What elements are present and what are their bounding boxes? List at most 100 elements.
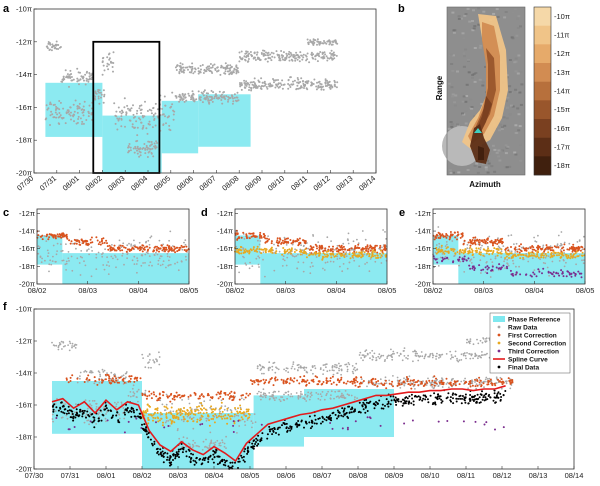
- panel-b-texture: [477, 23, 481, 26]
- panel-a-raw-point: [150, 151, 153, 154]
- panel-c-first-point: [73, 242, 76, 245]
- panel-a-raw-point: [240, 88, 243, 91]
- panel-e-third-point: [549, 271, 552, 274]
- panel-a-raw-point: [133, 151, 136, 154]
- panel-c-first-point: [177, 249, 180, 252]
- panel-e-raw-point: [556, 244, 559, 247]
- panel-b-texture: [473, 80, 477, 83]
- panel-f-raw-point: [427, 355, 430, 358]
- panel-a-raw-point: [335, 86, 338, 89]
- panel-b-texture: [511, 11, 515, 14]
- panel-a-raw-point: [44, 118, 47, 121]
- panel-e-second-point: [522, 256, 525, 259]
- panel-f-raw-point: [120, 403, 123, 405]
- panel-a-raw-point: [275, 79, 278, 82]
- panel-e-second-point: [556, 254, 558, 257]
- panel-c-raw-point: [145, 240, 148, 243]
- panel-a-raw-point: [184, 66, 187, 69]
- panel-f-raw-point: [88, 371, 91, 374]
- panel-a-raw-point: [47, 107, 50, 110]
- panel-f-raw-point: [377, 355, 380, 358]
- panel-a-raw-point: [221, 93, 223, 96]
- panel-e-second-point: [512, 254, 515, 257]
- panel-f-first-point: [497, 378, 499, 381]
- panel-b-colorbar-label: -13π: [554, 68, 570, 77]
- panel-e-third-point: [465, 259, 468, 262]
- panel-e-first-point: [538, 246, 541, 249]
- panel-f-raw-point: [99, 373, 101, 376]
- panel-a-raw-point: [46, 47, 49, 50]
- panel-d-second-point: [322, 252, 325, 255]
- panel-f-second-point: [175, 410, 178, 413]
- panel-e-second-point: [551, 255, 554, 257]
- panel-f-raw-point: [505, 382, 508, 385]
- panel-e-raw-point: [537, 234, 539, 237]
- panel-e-second-point: [506, 252, 509, 255]
- panel-f-raw-point: [123, 417, 126, 420]
- panel-a-raw-point: [129, 149, 132, 152]
- panel-f-raw-point: [122, 407, 125, 409]
- panel-f-third-point: [366, 416, 369, 419]
- panel-d-first-point: [303, 241, 306, 244]
- panel-e-third-point: [463, 255, 466, 258]
- panel-a-raw-point: [297, 82, 300, 85]
- panel-a-raw-point: [279, 59, 282, 62]
- panel-e-second-point: [460, 251, 463, 254]
- panel-a-raw-point: [47, 42, 50, 45]
- panel-a-raw-point: [302, 56, 305, 59]
- panel-e-second-point: [509, 252, 512, 255]
- panel-a-raw-point: [132, 113, 135, 116]
- panel-f-first-point: [71, 374, 74, 377]
- panel-a-raw-point: [77, 79, 80, 82]
- panel-f-raw-point: [213, 442, 215, 444]
- panel-b-texture: [470, 106, 474, 108]
- panel-c-raw-point: [67, 251, 70, 253]
- panel-c-first-point: [111, 248, 114, 251]
- panel-f-raw-point: [188, 443, 191, 446]
- panel-c-raw-point: [131, 259, 134, 262]
- panel-f-first-point: [308, 382, 311, 385]
- panel-f-raw-point: [192, 427, 195, 430]
- panel-f-first-point: [148, 394, 151, 397]
- panel-e-raw-point: [503, 260, 505, 263]
- panel-f-second-point: [236, 410, 239, 413]
- panel-a-raw-point: [331, 53, 334, 56]
- panel-a-raw-point: [330, 49, 333, 52]
- panel-a-raw-point: [316, 60, 319, 63]
- panel-a-phase-reference: [161, 100, 199, 154]
- panel-c-raw-point: [145, 251, 148, 254]
- panel-a-raw-point: [205, 66, 208, 69]
- panel-b-texture: [508, 91, 512, 94]
- panel-a-raw-point: [154, 112, 157, 115]
- panel-f-first-point: [88, 378, 91, 381]
- panel-f-raw-point: [61, 416, 64, 419]
- panel-f-raw-point: [89, 403, 91, 406]
- panel-c-raw-point: [84, 264, 87, 267]
- panel-a-raw-point: [324, 53, 327, 56]
- panel-c-raw-point: [60, 250, 63, 253]
- panel-f-raw-point: [220, 405, 223, 407]
- panel-f-first-point: [405, 376, 408, 378]
- panel-e-second-point: [435, 252, 438, 255]
- panel-a-raw-point: [336, 81, 339, 84]
- panel-f-raw-point: [438, 357, 440, 359]
- panel-f-raw-point: [337, 395, 339, 398]
- panel-e-raw-point: [481, 244, 483, 247]
- panel-f-second-point: [213, 421, 216, 424]
- panel-f-second-point: [198, 419, 201, 422]
- panel-a-raw-point: [80, 108, 83, 111]
- panel-e-third-point: [435, 258, 438, 261]
- panel-f-raw-point: [205, 417, 208, 420]
- panel-f-first-point: [232, 395, 235, 398]
- panel-f-third-point: [474, 420, 477, 423]
- panel-e-second-point: [475, 247, 478, 250]
- panel-a-raw-point: [68, 75, 71, 78]
- panel-c-first-point: [170, 247, 173, 250]
- panel-d-ytick-label: -18π: [217, 262, 233, 271]
- panel-d-first-point: [350, 247, 353, 250]
- panel-b-texture: [519, 103, 523, 106]
- panel-c-first-point: [106, 245, 109, 248]
- panel-f-first-point: [467, 383, 470, 385]
- panel-b-colorbar-segment: [534, 7, 551, 26]
- panel-f-raw-point: [267, 369, 270, 372]
